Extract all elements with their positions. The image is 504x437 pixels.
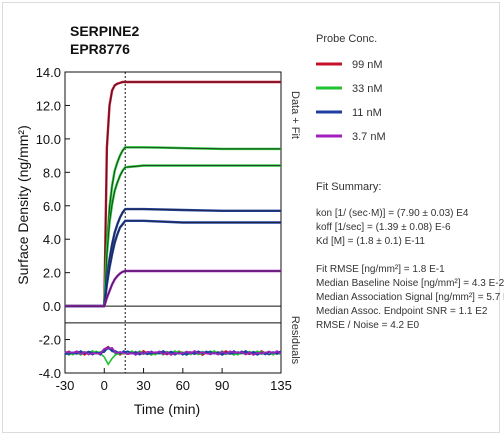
y-tick-label: 6.0 bbox=[43, 199, 61, 214]
fit-line bbox=[65, 81, 281, 307]
figure-frame bbox=[2, 2, 500, 433]
fit-summary-title: Fit Summary: bbox=[316, 181, 381, 193]
legend-label-33nm: 33 nM bbox=[352, 83, 383, 95]
series-line bbox=[65, 80, 281, 308]
x-tick-label: 0 bbox=[101, 378, 108, 393]
series-line bbox=[65, 219, 281, 308]
series-line bbox=[65, 146, 281, 308]
x-tick-label: 90 bbox=[215, 378, 229, 393]
x-tick-label: 135 bbox=[270, 378, 292, 393]
y-tick-label: 12.0 bbox=[36, 98, 61, 113]
fit-kd: Kd [M] = (1.8 ± 0.1) E-11 bbox=[316, 236, 425, 247]
rmse-noise-ratio: RMSE / Noise = 4.2 E0 bbox=[316, 320, 420, 331]
median-association-signal: Median Association Signal [ng/mm²] = 5.7… bbox=[316, 292, 504, 303]
fit-line bbox=[65, 270, 281, 307]
residual-line bbox=[65, 346, 282, 356]
y-tick-label: 0.0 bbox=[43, 299, 61, 314]
fit-line bbox=[65, 146, 281, 307]
x-tick-label: 60 bbox=[176, 378, 190, 393]
fit-rmse: Fit RMSE [ng/mm²] = 1.8 E-1 bbox=[316, 264, 445, 275]
chart-subtitle: EPR8776 bbox=[70, 41, 130, 57]
residuals-side-label: Residuals bbox=[289, 316, 301, 365]
fit-koff: koff [1/sec] = (1.39 ± 0.08) E-6 bbox=[316, 222, 451, 233]
series-line bbox=[65, 164, 281, 308]
median-endpoint-snr: Median Assoc. Endpoint SNR = 1.1 E2 bbox=[316, 306, 488, 317]
y-tick-label: 10.0 bbox=[36, 132, 61, 147]
y-tick-label: -4.0 bbox=[39, 366, 61, 381]
y-tick-label: 4.0 bbox=[43, 232, 61, 247]
y-tick-label: 8.0 bbox=[43, 165, 61, 180]
median-baseline-noise: Median Baseline Noise [ng/mm²] = 4.3 E-2 bbox=[316, 278, 504, 289]
x-tick-label: -30 bbox=[56, 378, 75, 393]
legend-title: Probe Conc. bbox=[316, 33, 377, 45]
legend-label-99nm: 99 nM bbox=[352, 59, 383, 71]
fit-kon: kon [1/ (sec·M)] = (7.90 ± 0.03) E4 bbox=[316, 208, 469, 219]
y-tick-label: -2.0 bbox=[39, 333, 61, 348]
fit-line bbox=[65, 165, 281, 307]
x-axis-label: Time (min) bbox=[134, 401, 200, 417]
legend-label-11nm: 11 nM bbox=[352, 107, 382, 119]
y-tick-label: 2.0 bbox=[43, 266, 61, 281]
x-tick-label: 30 bbox=[136, 378, 150, 393]
y-axis-label: Surface Density (ng/mm²) bbox=[15, 125, 31, 284]
y-tick-label: 14.0 bbox=[36, 65, 61, 80]
legend-label-3-7nm: 3.7 nM bbox=[352, 131, 386, 143]
fit-line bbox=[65, 220, 281, 307]
data-fit-side-label: Data + Fit bbox=[289, 91, 301, 139]
series-line bbox=[65, 269, 281, 308]
chart-title: SERPINE2 bbox=[70, 23, 139, 39]
